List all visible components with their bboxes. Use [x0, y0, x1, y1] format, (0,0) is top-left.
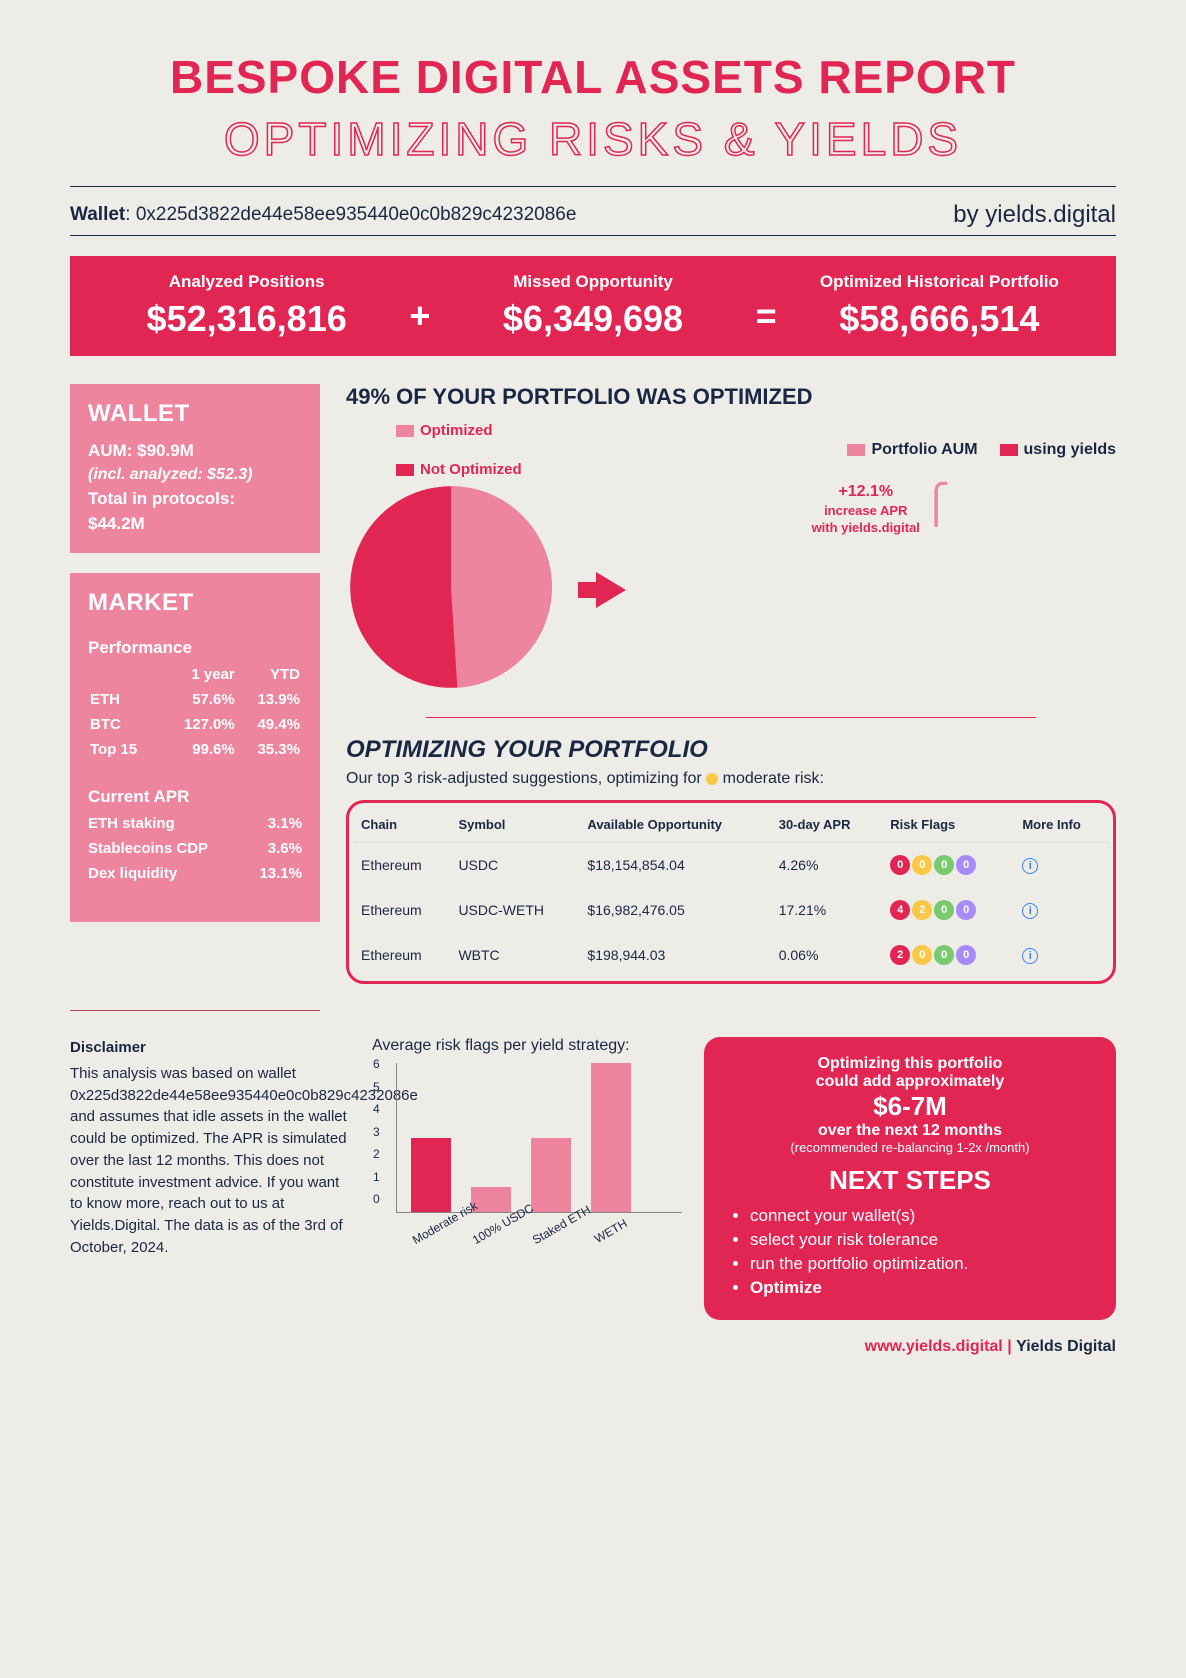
opt-section-title: OPTIMIZING YOUR PORTFOLIO: [346, 736, 1116, 764]
metric-optimized: Optimized Historical Portfolio $58,666,5…: [793, 272, 1086, 340]
byline: by yields.digital: [953, 201, 1116, 229]
table-row: BTC127.0%49.4%: [88, 712, 302, 737]
plus-op: +: [403, 275, 436, 337]
mini-bar: [411, 1138, 451, 1213]
apr-row: Dex liquidity13.1%: [88, 861, 302, 886]
metrics-bar: Analyzed Positions $52,316,816 + Missed …: [70, 256, 1116, 356]
metric-missed: Missed Opportunity $6,349,698: [446, 272, 739, 340]
equals-op: =: [750, 275, 783, 337]
footer: www.yields.digital | Yields Digital: [70, 1338, 1116, 1356]
bracket-icon: ⎧: [922, 482, 951, 527]
bar-legend: Portfolio AUM using yields: [847, 422, 1116, 478]
meta-row: Wallet: 0x225d3822de44e58ee935440e0c0b82…: [70, 201, 1116, 229]
mini-bar: [591, 1063, 631, 1212]
divider: [70, 186, 1116, 187]
metric-analyzed: Analyzed Positions $52,316,816: [100, 272, 393, 340]
info-icon[interactable]: i: [1022, 903, 1038, 919]
opt-chart-title: 49% OF YOUR PORTFOLIO WAS OPTIMIZED: [346, 384, 1116, 410]
disclaimer: Disclaimer This analysis was based on wa…: [70, 1037, 350, 1320]
wallet-card: WALLET AUM: $90.9M (incl. analyzed: $52.…: [70, 384, 320, 553]
table-row: EthereumWBTC$198,944.030.06%2000i: [353, 933, 1109, 978]
perf-table: 1 yearYTD ETH57.6%13.9%BTC127.0%49.4%Top…: [88, 662, 302, 762]
risk-mini-chart: Average risk flags per yield strategy: 6…: [372, 1037, 682, 1320]
table-row: ETH57.6%13.9%: [88, 687, 302, 712]
step-item: run the portfolio optimization.: [750, 1254, 1092, 1274]
pie-legend: Optimized Not Optimized: [396, 422, 522, 478]
step-item: select your risk tolerance: [750, 1230, 1092, 1250]
moderate-dot-icon: [706, 773, 718, 785]
step-item: Optimize: [750, 1278, 1092, 1298]
arrow-right-icon: [596, 572, 626, 608]
next-steps-card: Optimizing this portfolio could add appr…: [704, 1037, 1116, 1320]
increase-label: +12.1% increase APR with yields.digital: [812, 482, 920, 537]
suggestions-table: ChainSymbolAvailable Opportunity30-day A…: [346, 800, 1116, 984]
table-row: EthereumUSDC-WETH$16,982,476.0517.21%420…: [353, 888, 1109, 933]
table-row: Top 1599.6%35.3%: [88, 737, 302, 762]
wallet-line: Wallet: 0x225d3822de44e58ee935440e0c0b82…: [70, 204, 576, 226]
market-card: MARKET Performance 1 yearYTD ETH57.6%13.…: [70, 573, 320, 922]
page-subtitle: OPTIMIZING RISKS & YIELDS: [70, 112, 1116, 166]
info-icon[interactable]: i: [1022, 858, 1038, 874]
step-item: connect your wallet(s): [750, 1206, 1092, 1226]
info-icon[interactable]: i: [1022, 948, 1038, 964]
divider: [70, 235, 1116, 236]
pie-chart: [346, 482, 576, 697]
apr-row: Stablecoins CDP3.6%: [88, 836, 302, 861]
opt-section-sub: Our top 3 risk-adjusted suggestions, opt…: [346, 770, 1116, 788]
table-row: EthereumUSDC$18,154,854.044.26%0000i: [353, 843, 1109, 888]
mini-bar: [531, 1138, 571, 1213]
page-title: BESPOKE DIGITAL ASSETS REPORT: [70, 50, 1116, 104]
apr-row: ETH staking3.1%: [88, 811, 302, 836]
